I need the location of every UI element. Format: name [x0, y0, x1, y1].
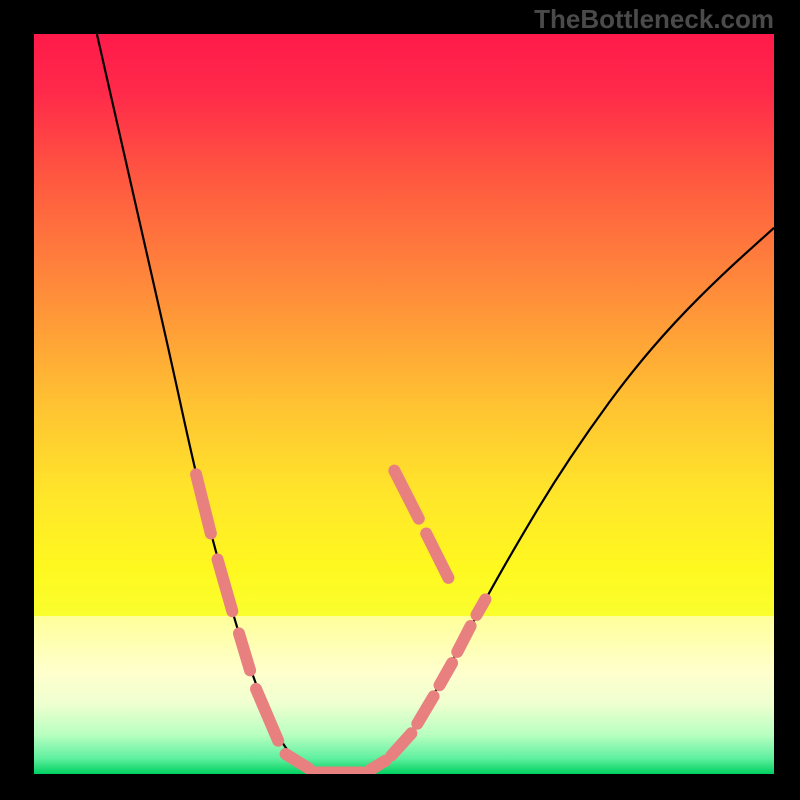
highlight-dash-4	[286, 754, 310, 769]
highlight-dash-8	[417, 696, 433, 723]
chart-overlay	[0, 0, 800, 800]
highlight-dash-3	[256, 689, 278, 741]
highlight-dash-13	[426, 534, 448, 578]
bottleneck-curve	[97, 34, 774, 773]
highlight-dash-6	[371, 761, 386, 770]
highlight-dash-7	[391, 733, 411, 755]
highlight-dash-11	[477, 599, 486, 615]
highlight-dash-10	[457, 626, 470, 652]
chart-stage: TheBottleneck.com	[0, 0, 800, 800]
highlight-dash-1	[218, 559, 233, 611]
highlight-dash-0	[196, 474, 211, 533]
watermark-text: TheBottleneck.com	[534, 4, 774, 35]
highlight-dash-9	[440, 663, 453, 685]
highlight-dash-12	[394, 471, 418, 519]
highlight-dash-2	[239, 633, 250, 670]
